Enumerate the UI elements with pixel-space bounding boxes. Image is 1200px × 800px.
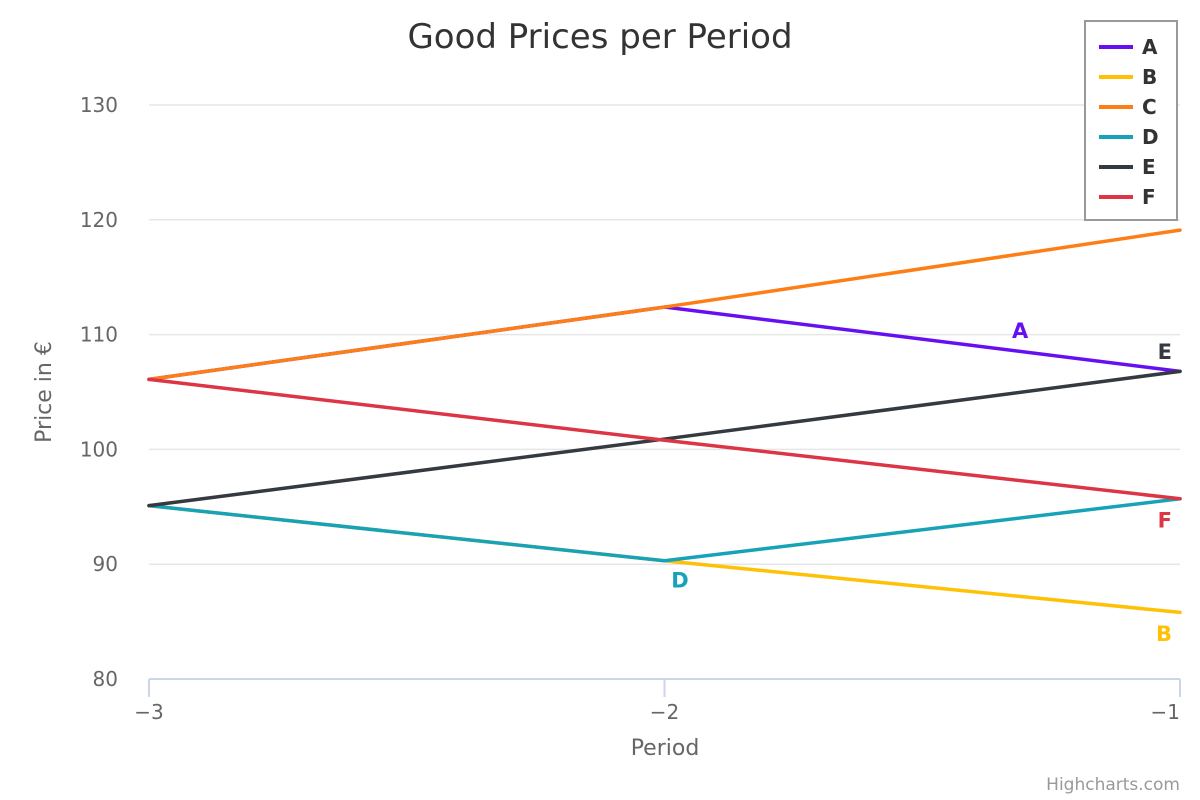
- legend-label: E: [1142, 155, 1156, 179]
- legend-item-b[interactable]: B: [1099, 65, 1157, 89]
- legend-item-c[interactable]: C: [1099, 95, 1157, 119]
- plot-series: [147, 228, 1182, 615]
- grid: [149, 104, 1180, 565]
- legend-label: D: [1142, 125, 1159, 149]
- x-axis-title: Period: [631, 736, 700, 761]
- line-label-b: B: [1156, 622, 1172, 646]
- series-line-c[interactable]: [147, 228, 1182, 382]
- line-label-e: E: [1158, 340, 1172, 364]
- y-tick-label: 80: [93, 667, 118, 691]
- series-line-d[interactable]: [147, 497, 1182, 563]
- y-tick-label: 130: [80, 93, 118, 117]
- legend-item-f[interactable]: F: [1099, 185, 1156, 209]
- legend-item-a[interactable]: A: [1099, 35, 1158, 59]
- legend-label: F: [1142, 185, 1156, 209]
- x-axis: −3 −2 −1: [134, 678, 1181, 724]
- chart-title: Good Prices per Period: [407, 17, 792, 57]
- x-tick-label: −1: [1151, 700, 1180, 724]
- legend-item-d[interactable]: D: [1099, 125, 1159, 149]
- legend-item-e[interactable]: E: [1099, 155, 1156, 179]
- legend-label: B: [1142, 65, 1157, 89]
- series-line-a[interactable]: [147, 305, 1182, 382]
- series-line-f[interactable]: [147, 377, 1182, 501]
- legend-label: C: [1142, 95, 1157, 119]
- legend-label: A: [1142, 35, 1158, 59]
- line-label-f: F: [1158, 509, 1172, 533]
- credits-link[interactable]: Highcharts.com: [1046, 775, 1180, 795]
- x-tick-label: −3: [134, 700, 163, 724]
- y-tick-label: 110: [80, 323, 118, 347]
- y-tick-label: 120: [80, 208, 118, 232]
- x-tick-label: −2: [650, 700, 679, 724]
- legend-box: [1084, 20, 1178, 221]
- y-tick-label: 90: [93, 552, 118, 576]
- y-axis: 80 90 100 110 120 130: [80, 93, 118, 691]
- line-label-a: A: [1012, 319, 1029, 343]
- line-label-d: D: [671, 568, 688, 592]
- y-tick-label: 100: [80, 437, 118, 461]
- y-axis-title: Price in €: [32, 341, 57, 443]
